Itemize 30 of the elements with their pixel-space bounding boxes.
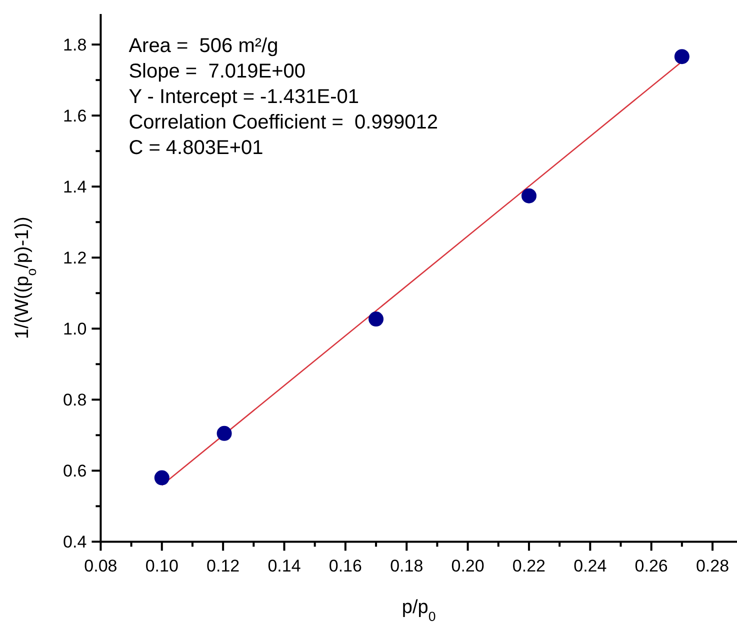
x-tick-label: 0.28 — [696, 556, 730, 576]
annotation: C = 4.803E+01 — [128, 137, 264, 159]
text: 0.20 — [451, 556, 484, 576]
annotation: Y - Intercept = -1.431E-01 — [128, 86, 360, 108]
annotation: Slope = 7.019E+00 — [128, 60, 306, 82]
text: 1.0 — [63, 320, 87, 339]
y-tick-label: 0.4 — [63, 532, 87, 552]
y-tick-label: 1.6 — [63, 106, 87, 126]
point — [216, 426, 232, 441]
x-tick-label: 0.14 — [268, 556, 301, 576]
text: 0.10 — [145, 556, 178, 576]
y-tick-label: 0.8 — [63, 390, 87, 410]
x-tick-label: 0.16 — [328, 556, 362, 576]
x-tick-label: 0.22 — [512, 556, 546, 576]
point — [154, 470, 170, 486]
x-axis-title: p/p$_{0}$ — [402, 597, 436, 624]
point — [368, 312, 384, 327]
annotation: Correlation Coefficient = 0.999012 — [128, 112, 438, 134]
x-tick-label: 0.18 — [390, 556, 424, 576]
x-tick-label: 0.12 — [206, 556, 240, 576]
y-tick-label: 1.4 — [63, 178, 87, 197]
point — [521, 188, 536, 204]
x-tick-label: 0.08 — [84, 556, 118, 576]
x-tick-label: 0.26 — [634, 556, 668, 576]
y-tick-label: 1.2 — [63, 248, 87, 268]
annotation: Area = 506 m²/g — [128, 35, 278, 57]
y-tick-label: 0.6 — [63, 462, 87, 481]
point — [674, 49, 690, 64]
x-tick-label: 0.24 — [574, 556, 607, 576]
y-tick-label: 1.8 — [63, 36, 87, 55]
